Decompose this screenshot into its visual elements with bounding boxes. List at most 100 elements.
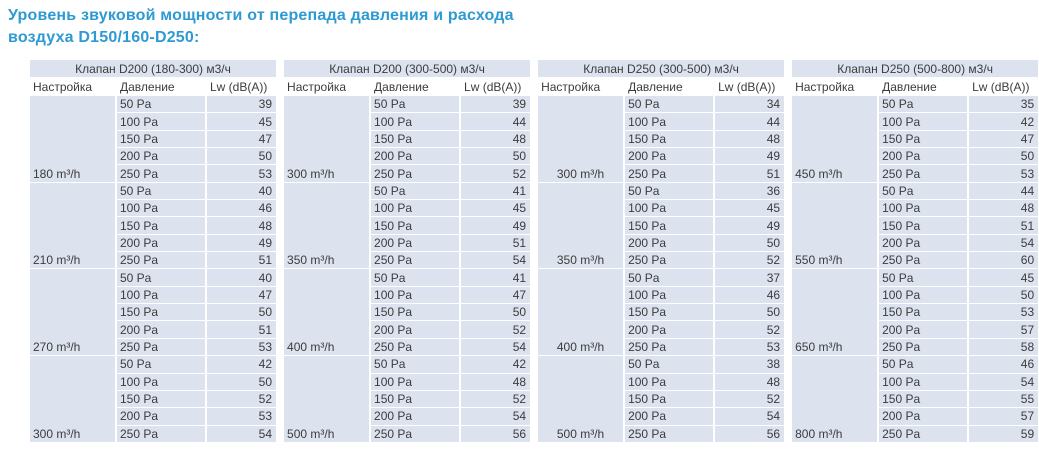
page-title-line2: воздуха D150/160-D250:	[8, 29, 200, 46]
lw-value-cell: 59	[967, 425, 1039, 443]
table-row: 350 m³/h 50 Pa 41	[284, 182, 531, 270]
lw-value-cell: 41	[459, 182, 531, 201]
lw-value-cell: 48	[204, 216, 277, 235]
pressure-cell: 150 Pa	[115, 390, 206, 409]
table-row: 650 m³/h 50 Pa 45	[792, 268, 1039, 357]
lw-value-cell: 54	[459, 251, 531, 270]
column-header-lw: Lw (dB(A))	[459, 77, 531, 96]
table-row: 150 Pa 50	[30, 303, 277, 322]
table-row: 100 Pa 47	[284, 286, 531, 305]
lw-value-cell: 49	[204, 234, 277, 253]
lw-value-cell: 50	[967, 147, 1039, 166]
lw-value-cell: 42	[459, 355, 531, 374]
pressure-cell: 100 Pa	[623, 112, 715, 131]
pressure-cell: 150 Pa	[115, 303, 206, 322]
valve-table: Клапан D250 (500-800) м3/ч Настройка Давле…	[792, 60, 1039, 443]
pressure-cell: 50 Pa	[623, 95, 715, 114]
valve-table: Клапан D250 (300-500) м3/ч Настройка Давле…	[538, 60, 785, 443]
lw-value-cell: 40	[204, 182, 277, 201]
table-title: Клапан D200 (180-300) м3/ч	[30, 60, 277, 78]
lw-value-cell: 36	[713, 182, 785, 201]
lw-value-cell: 56	[713, 425, 785, 443]
table-row: 200 Pa 51	[284, 234, 531, 253]
pressure-cell: 200 Pa	[115, 147, 206, 166]
table-row: 200 Pa 52	[284, 320, 531, 339]
lw-value-cell: 46	[713, 286, 785, 305]
table-row: 150 Pa 48	[30, 216, 277, 235]
pressure-cell: 200 Pa	[623, 234, 715, 253]
table-row: 250 Pa 53	[30, 338, 277, 357]
lw-value-cell: 50	[204, 303, 277, 322]
lw-value-cell: 49	[459, 216, 531, 235]
table-row: 100 Pa 54	[792, 373, 1039, 391]
table-row: 150 Pa 50	[538, 303, 785, 322]
pressure-cell: 50 Pa	[369, 95, 461, 114]
column-header-setting: Настройка	[30, 77, 116, 96]
lw-value-cell: 52	[459, 390, 531, 409]
table-row: 350 m³/h 50 Pa 36	[538, 182, 785, 270]
setting-cell: 350 m³/h	[538, 182, 625, 270]
pressure-cell: 200 Pa	[115, 234, 206, 253]
setting-cell: 180 m³/h	[30, 95, 116, 183]
table-row: 270 m³/h 50 Pa 40	[30, 268, 277, 357]
pressure-cell: 50 Pa	[115, 268, 206, 287]
lw-value-cell: 34	[713, 95, 785, 114]
pressure-cell: 200 Pa	[369, 407, 461, 426]
setting-cell: 550 m³/h	[792, 182, 879, 270]
table-row: 200 Pa 50	[284, 147, 531, 166]
pressure-cell: 150 Pa	[369, 303, 461, 322]
table-row: 200 Pa 54	[284, 407, 531, 426]
lw-value-cell: 45	[713, 199, 785, 218]
table-row: 100 Pa 46	[30, 199, 277, 218]
table-row: 150 Pa 48	[538, 130, 785, 149]
pressure-cell: 250 Pa	[369, 425, 461, 443]
pressure-cell: 150 Pa	[623, 390, 715, 409]
table-row: 250 Pa 52	[284, 164, 531, 183]
lw-value-cell: 44	[967, 182, 1039, 201]
lw-value-cell: 53	[204, 338, 277, 357]
lw-value-cell: 39	[204, 95, 277, 114]
table-row: 250 Pa 60	[792, 251, 1039, 270]
table-row: 200 Pa 50	[538, 234, 785, 253]
lw-value-cell: 46	[204, 199, 277, 218]
lw-value-cell: 50	[967, 286, 1039, 305]
pressure-cell: 250 Pa	[877, 164, 969, 183]
lw-value-cell: 45	[967, 268, 1039, 287]
lw-value-cell: 49	[713, 216, 785, 235]
pressure-cell: 250 Pa	[877, 338, 969, 357]
pressure-cell: 150 Pa	[369, 390, 461, 409]
column-header-lw: Lw (dB(A))	[967, 77, 1039, 96]
pressure-cell: 50 Pa	[877, 355, 969, 374]
pressure-cell: 150 Pa	[877, 216, 969, 235]
table-row: 100 Pa 48	[284, 373, 531, 391]
lw-value-cell: 55	[967, 390, 1039, 409]
table-row: 200 Pa 49	[30, 234, 277, 253]
lw-value-cell: 50	[204, 147, 277, 166]
tables-container: Клапан D200 (180-300) м3/ч Настройка Давле…	[30, 60, 1039, 443]
table-row: 100 Pa 45	[284, 199, 531, 218]
pressure-cell: 150 Pa	[877, 390, 969, 409]
pressure-cell: 50 Pa	[369, 268, 461, 287]
setting-cell: 270 m³/h	[30, 268, 116, 357]
table-row: 100 Pa 50	[792, 286, 1039, 305]
setting-cell: 800 m³/h	[792, 355, 879, 443]
table-row: 200 Pa 49	[538, 147, 785, 166]
table-row: 100 Pa 48	[792, 199, 1039, 218]
table-row: 100 Pa 50	[30, 373, 277, 391]
lw-value-cell: 42	[204, 355, 277, 374]
lw-value-cell: 51	[713, 164, 785, 183]
lw-value-cell: 54	[967, 234, 1039, 253]
pressure-cell: 50 Pa	[877, 95, 969, 114]
pressure-cell: 100 Pa	[623, 199, 715, 218]
table-row: 550 m³/h 50 Pa 44	[792, 182, 1039, 270]
column-header-lw: Lw (dB(A))	[204, 77, 277, 96]
setting-cell: 210 m³/h	[30, 182, 116, 270]
lw-value-cell: 60	[967, 251, 1039, 270]
pressure-cell: 100 Pa	[877, 112, 969, 131]
lw-value-cell: 42	[967, 112, 1039, 131]
table-row: 150 Pa 53	[792, 303, 1039, 322]
column-header-setting: Настройка	[538, 77, 625, 96]
table-row: 200 Pa 52	[538, 320, 785, 339]
lw-value-cell: 35	[967, 95, 1039, 114]
lw-value-cell: 57	[967, 407, 1039, 426]
